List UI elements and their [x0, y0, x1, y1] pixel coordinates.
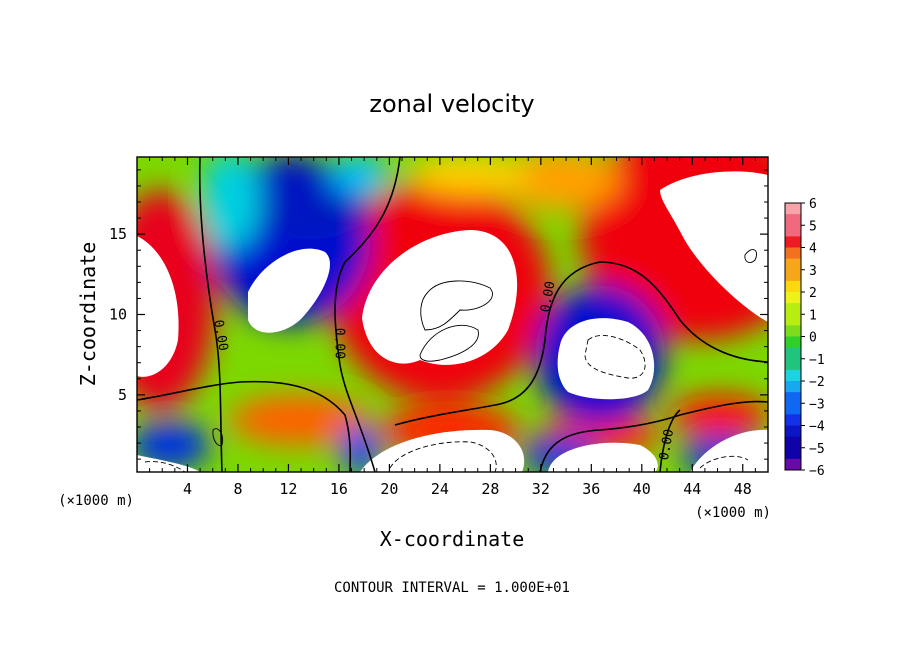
colorbar-band — [785, 347, 801, 360]
x-tick-label: 20 — [380, 480, 398, 498]
colorbar-band — [785, 436, 801, 449]
y-axis: 5 10 15 — [109, 169, 768, 460]
x-axis-label: X-coordinate — [380, 527, 525, 551]
contour-label: 0.00 — [210, 319, 230, 352]
colorbar-band — [785, 403, 801, 415]
colorbar-band — [785, 392, 801, 404]
colorbar-tick-label: −5 — [809, 442, 825, 457]
y-tick-label: 15 — [109, 225, 127, 243]
colorbar-band — [785, 336, 801, 349]
colorbar-band — [785, 258, 801, 271]
y-tick-label: 10 — [109, 306, 127, 324]
colorbar-band — [785, 203, 801, 215]
x-tick-label: 28 — [481, 480, 499, 498]
x-unit-right: (×1000 m) — [695, 505, 771, 521]
colorbar-band — [785, 314, 801, 326]
colorbar-tick-label: 3 — [809, 264, 817, 279]
x-tick-label: 32 — [532, 480, 550, 498]
colorbar-band — [785, 214, 801, 226]
positive-contours — [212, 249, 757, 447]
colorbar-tick-label: 4 — [809, 242, 817, 257]
colorbar-band — [785, 269, 801, 282]
colorbar-tick-label: −3 — [809, 397, 825, 412]
x-tick-label: 12 — [279, 480, 297, 498]
x-unit-left: (×1000 m) — [58, 493, 134, 509]
contour-label: 0.00 — [331, 328, 346, 359]
x-tick-label: 48 — [734, 480, 752, 498]
colorbar-tick-label: 6 — [809, 197, 817, 212]
contour-interval-note: CONTOUR INTERVAL = 1.000E+01 — [334, 580, 570, 596]
colorbar-tick-label: 0 — [809, 331, 817, 346]
x-tick-label: 36 — [582, 480, 600, 498]
colorbar-band — [785, 358, 801, 371]
x-tick-label: 8 — [233, 480, 242, 498]
x-tick-label: 16 — [330, 480, 348, 498]
zero-contours — [137, 157, 768, 472]
contour-label: 0.00 — [538, 280, 558, 313]
x-tick-label: 40 — [633, 480, 651, 498]
colorbar: 6 5 4 3 2 1 0 −1 −2 −3 −4 −5 −6 — [784, 197, 825, 479]
colorbar-band — [785, 247, 801, 260]
colorbar-tick-label: 2 — [809, 286, 817, 301]
x-tick-label: 24 — [431, 480, 449, 498]
chart-title: zonal velocity — [369, 90, 534, 118]
contour-labels: 0.00 0.00 0.00 0.00 — [210, 280, 677, 461]
negative-contours — [144, 335, 749, 472]
colorbar-band — [785, 303, 801, 315]
colorbar-tick-label: −4 — [809, 420, 825, 435]
colorbar-tick-label: −6 — [809, 464, 825, 479]
colorbar-band — [785, 425, 801, 438]
colorbar-band — [785, 414, 801, 426]
colorbar-tick-label: 1 — [809, 308, 817, 323]
colorbar-band — [785, 381, 801, 393]
colorbar-band — [785, 325, 801, 337]
colorbar-band — [785, 236, 801, 248]
colorbar-band — [785, 280, 801, 293]
colorbar-band — [785, 447, 801, 460]
colorbar-band — [785, 292, 801, 304]
colorbar-band — [785, 225, 801, 237]
colorbar-band — [785, 369, 801, 382]
x-tick-label: 44 — [683, 480, 701, 498]
y-tick-label: 5 — [118, 386, 127, 404]
colorbar-tick-label: −2 — [809, 375, 825, 390]
heatmap-field: 0.00 0.00 0.00 0.00 — [137, 157, 768, 472]
colorbar-tick-label: 5 — [809, 219, 817, 234]
contour-label: 0.00 — [657, 428, 677, 461]
colorbar-band — [785, 458, 801, 471]
x-axis: 4 8 12 16 20 24 28 32 36 40 44 48 — [149, 157, 756, 498]
colorbar-tick-label: −1 — [809, 353, 825, 368]
x-tick-label: 4 — [183, 480, 192, 498]
y-axis-label: Z-coordinate — [76, 242, 100, 387]
